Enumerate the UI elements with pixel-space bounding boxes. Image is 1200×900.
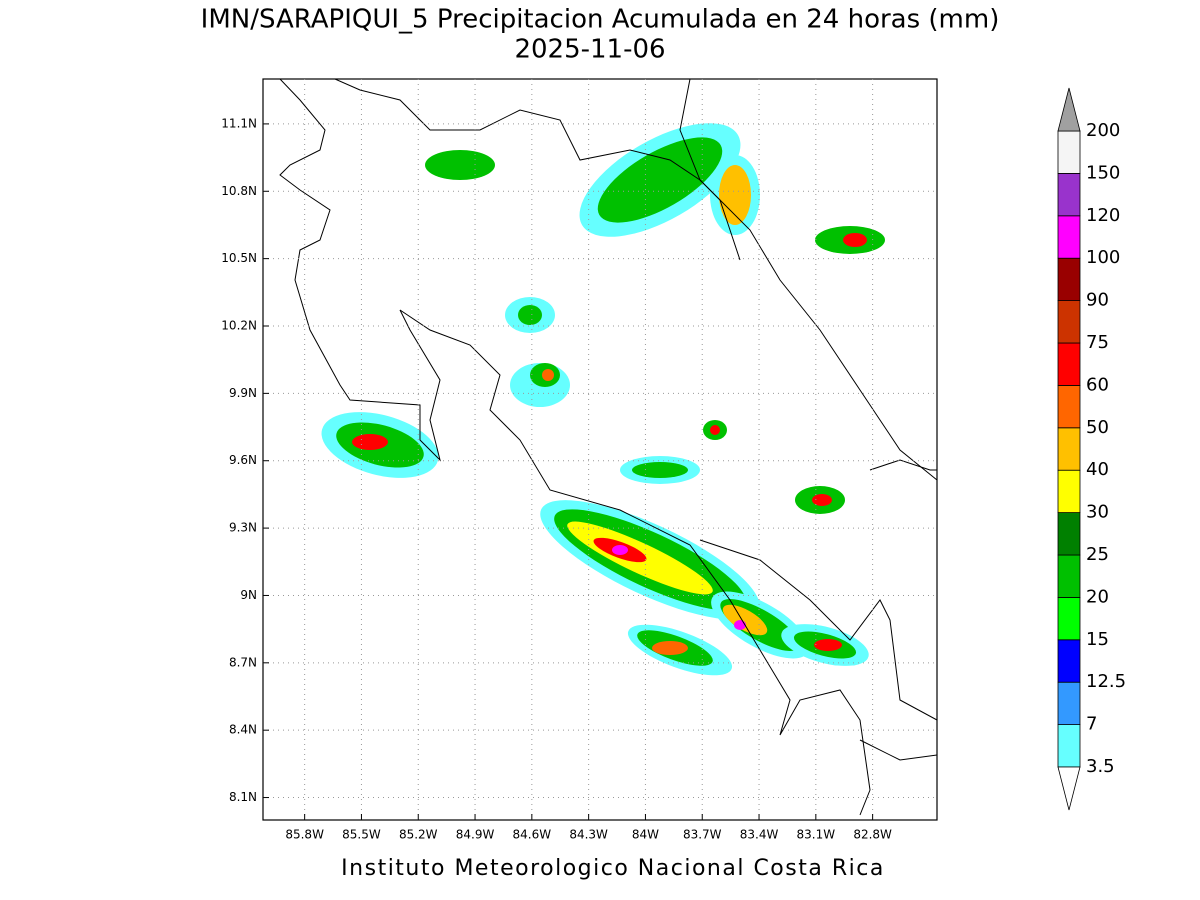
colorbar-label: 20 — [1086, 586, 1109, 607]
colorbar-box — [1057, 724, 1081, 768]
colorbar-over — [1057, 87, 1081, 132]
colorbar-label: 50 — [1086, 417, 1109, 438]
map-footer: Instituto Meteorologico Nacional Costa R… — [341, 856, 885, 881]
y-tick-label: 8.4N — [229, 723, 257, 737]
y-tick-label: 9.9N — [229, 386, 257, 400]
colorbar-box — [1057, 512, 1081, 556]
colorbar-box — [1057, 427, 1081, 471]
map-frame — [262, 78, 938, 821]
y-tick-label: 10.2N — [221, 319, 257, 333]
colorbar-label: 12.5 — [1086, 671, 1126, 692]
y-tick-label: 8.7N — [229, 655, 257, 669]
y-tick-label: 8.1N — [229, 790, 257, 804]
colorbar-label: 30 — [1086, 502, 1109, 523]
colorbar-box — [1057, 215, 1081, 259]
colorbar-label: 40 — [1086, 459, 1109, 480]
y-tick-label: 9.3N — [229, 521, 257, 535]
colorbar-label: 90 — [1086, 290, 1109, 311]
x-tick-label: 85.2W — [399, 828, 438, 842]
colorbar-label: 3.5 — [1086, 756, 1115, 777]
y-tick-label: 11.1N — [221, 116, 257, 130]
colorbar-box — [1057, 469, 1081, 514]
colorbar-box — [1057, 681, 1081, 726]
y-tick-label: 10.8N — [221, 184, 257, 198]
colorbar-box — [1057, 384, 1081, 429]
colorbar-label: 7 — [1086, 714, 1097, 735]
colorbar-box — [1057, 172, 1081, 217]
colorbar-label: 100 — [1086, 247, 1120, 268]
colorbar-label: 25 — [1086, 544, 1109, 565]
x-tick-label: 84.6W — [513, 828, 552, 842]
x-tick-label: 85.8W — [285, 828, 324, 842]
colorbar-box — [1057, 257, 1081, 302]
x-tick-label: 84W — [632, 828, 659, 842]
y-tick-label: 9.6N — [229, 453, 257, 467]
colorbar-label: 60 — [1086, 374, 1109, 395]
colorbar-label: 150 — [1086, 162, 1120, 183]
x-tick-label: 84.9W — [456, 828, 495, 842]
x-tick-label: 82.8W — [853, 828, 892, 842]
map-title: IMN/SARAPIQUI_5 Precipitacion Acumulada … — [201, 5, 1000, 35]
x-tick-label: 83.4W — [740, 828, 779, 842]
coastlines — [279, 79, 937, 816]
colorbar-label: 200 — [1086, 120, 1120, 141]
colorbar-box — [1057, 300, 1081, 344]
x-tick-label: 83.7W — [683, 828, 722, 842]
colorbar-label: 75 — [1086, 332, 1109, 353]
rain-cells — [321, 123, 885, 676]
precipitation-field — [279, 79, 937, 816]
x-tick-label: 83.1W — [797, 828, 836, 842]
colorbar-box — [1057, 639, 1081, 683]
colorbar-label: 120 — [1086, 205, 1120, 226]
colorbar-box — [1057, 554, 1081, 598]
map-subtitle: 2025-11-06 — [514, 35, 665, 65]
y-tick-label: 9N — [240, 588, 257, 602]
colorbar-box — [1057, 342, 1081, 386]
colorbar-under — [1057, 766, 1081, 811]
colorbar-box — [1057, 130, 1081, 174]
colorbar-label: 15 — [1086, 629, 1109, 650]
x-tick-label: 85.5W — [342, 828, 381, 842]
x-tick-label: 84.3W — [569, 828, 608, 842]
y-tick-label: 10.5N — [221, 251, 257, 265]
colorbar-box — [1057, 597, 1081, 641]
